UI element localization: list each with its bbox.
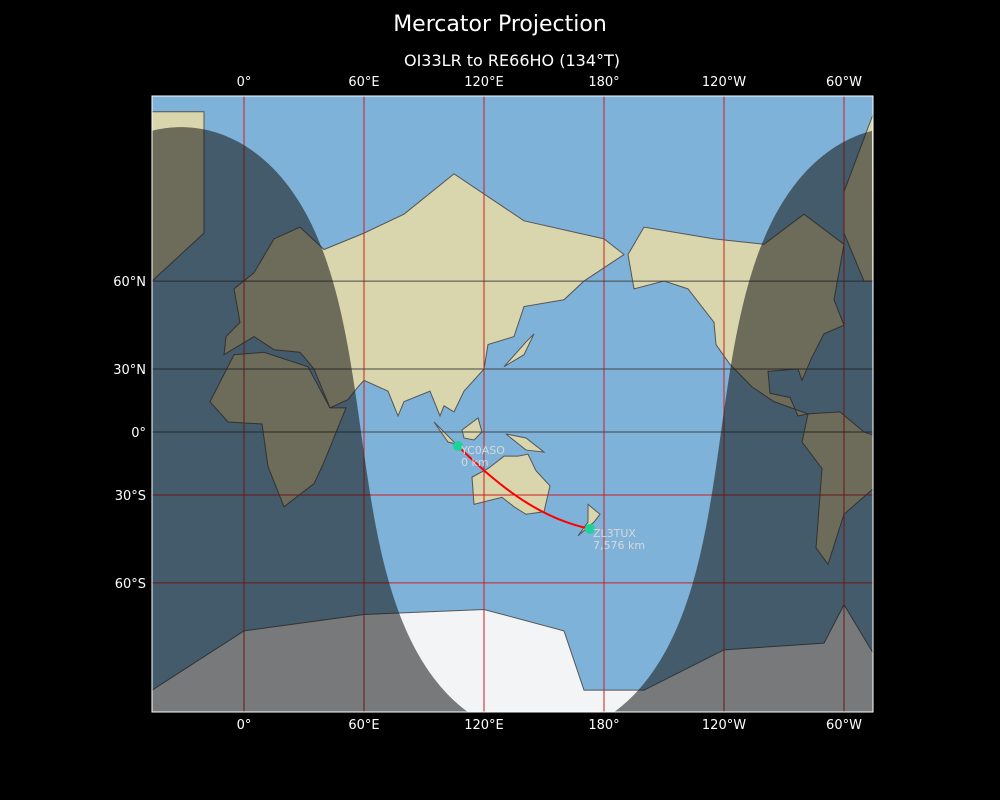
map-frame <box>151 95 874 713</box>
latitude-tick-label: 30°N <box>113 363 146 378</box>
longitude-tick-label: 60°E <box>348 718 379 733</box>
landmass-newguinea <box>505 433 546 453</box>
station-marker <box>453 441 463 452</box>
longitude-tick-label: 0° <box>237 75 252 90</box>
station-distance: 0 km <box>461 456 489 469</box>
great-circle-path <box>457 445 591 530</box>
longitude-tick-label: 120°E <box>464 718 504 733</box>
longitude-tick-label: 60°E <box>348 75 379 90</box>
longitude-tick-label: 180° <box>588 75 619 90</box>
path-line <box>457 445 591 530</box>
station-distance: 7,576 km <box>593 539 645 552</box>
longitude-tick-label: 180° <box>588 718 619 733</box>
map-subtitle: OI33LR to RE66HO (134°T) <box>403 51 621 70</box>
night-region <box>152 127 873 712</box>
landmass-japan <box>503 333 535 368</box>
figure-title: Mercator Projection <box>393 12 607 37</box>
longitude-tick-label: 60°W <box>826 75 862 90</box>
station-callsign: ZL3TUX <box>593 527 636 540</box>
longitude-tick-label: 120°W <box>702 75 746 90</box>
landmass-australia <box>471 453 551 515</box>
axis-ticks: 0° 0° 60°E 60°E 120°E 120°E 180° 180° 120°W 120°W… <box>113 75 862 733</box>
latitude-tick-label: 60°S <box>115 577 146 592</box>
station-callsign: YC0ASO <box>460 444 505 457</box>
station-marker <box>585 523 595 534</box>
longitude-tick-label: 120°W <box>702 718 746 733</box>
latitude-tick-label: 0° <box>131 426 146 441</box>
longitude-tick-label: 120°E <box>464 75 504 90</box>
longitude-tick-label: 0° <box>237 718 252 733</box>
latitude-tick-label: 60°N <box>113 275 146 290</box>
landmass-borneo <box>461 417 483 441</box>
longitude-tick-label: 60°W <box>826 718 862 733</box>
latitude-tick-label: 30°S <box>115 489 146 504</box>
night-shading <box>152 127 873 712</box>
